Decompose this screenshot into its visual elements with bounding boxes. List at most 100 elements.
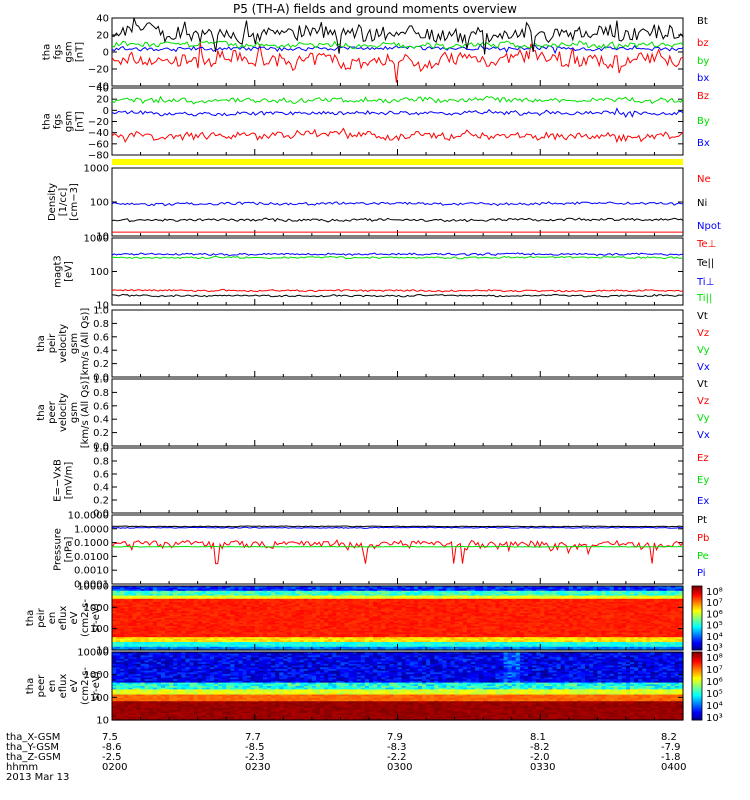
heatmap-cell [222, 598, 227, 601]
heatmap-cell [373, 616, 378, 619]
heatmap-cell [503, 610, 509, 613]
heatmap-cell [454, 606, 460, 609]
y-tick-label: 0 [103, 106, 109, 117]
panel-p1 [111, 17, 684, 87]
heatmap-cell [605, 597, 611, 600]
heatmap-cell [250, 608, 256, 611]
heatmap-cell [173, 634, 178, 637]
heatmap-cell [581, 608, 586, 611]
heatmap-cell [662, 634, 668, 637]
heatmap-cell [523, 606, 529, 609]
heatmap-cell [222, 589, 227, 592]
heatmap-cell [271, 587, 276, 590]
heatmap-cell [597, 632, 603, 635]
y-axis-label: [nPa] [64, 536, 75, 562]
heatmap-cell [303, 605, 309, 608]
heatmap-cell [295, 606, 301, 609]
heatmap-cell [393, 603, 399, 606]
heatmap-cell [470, 602, 476, 605]
heatmap-cell [487, 629, 492, 632]
heatmap-cell [523, 618, 529, 621]
heatmap-cell [385, 586, 390, 589]
heatmap-cell [564, 595, 570, 598]
heatmap-cell [442, 637, 448, 640]
heatmap-cell [360, 624, 366, 627]
heatmap-cell [332, 618, 337, 621]
heatmap-cell [605, 603, 611, 606]
heatmap-cell [466, 592, 472, 595]
heatmap-cell [299, 618, 305, 621]
heatmap-cell [328, 627, 333, 630]
y-tick-label: 10 [96, 232, 109, 243]
heatmap-cell [209, 608, 215, 611]
heatmap-cell [609, 605, 615, 608]
heatmap-cell [503, 635, 509, 638]
heatmap-cell [352, 624, 358, 627]
heatmap-cell [609, 610, 615, 613]
heatmap-cell [674, 603, 680, 606]
heatmap-cell [450, 600, 456, 603]
heatmap-cell [340, 619, 346, 622]
heatmap-cell [295, 630, 301, 633]
heatmap-cell [401, 594, 407, 597]
heatmap-cell [564, 606, 570, 609]
heatmap-cell [136, 627, 142, 630]
heatmap-cell [528, 606, 533, 609]
heatmap-cell [515, 600, 521, 603]
heatmap-cell [421, 637, 427, 640]
heatmap-cell [454, 621, 460, 624]
heatmap-cell [417, 608, 423, 611]
heatmap-cell [678, 606, 684, 609]
heatmap-cell [487, 614, 492, 617]
heatmap-cell [462, 618, 468, 621]
heatmap-cell [499, 589, 505, 592]
heatmap-cell [552, 613, 558, 616]
heatmap-cell [389, 610, 395, 613]
heatmap-cell [642, 614, 647, 617]
heatmap-cell [360, 594, 366, 597]
heatmap-cell [373, 586, 378, 589]
heatmap-cell [336, 621, 341, 624]
heatmap-cell [601, 613, 607, 616]
heatmap-cell [344, 600, 350, 603]
y-tick-label: 100 [90, 267, 109, 278]
heatmap-cell [148, 619, 154, 622]
heatmap-cell [328, 613, 333, 616]
heatmap-cell [303, 618, 309, 621]
heatmap-cell [340, 630, 346, 633]
heatmap-cell [332, 634, 337, 637]
heatmap-cell [360, 587, 366, 590]
heatmap-cell [156, 624, 162, 627]
heatmap-cell [128, 603, 133, 606]
heatmap-cell [499, 626, 505, 629]
heatmap-cell [246, 613, 252, 616]
heatmap-cell [197, 600, 203, 603]
heatmap-cell [434, 598, 439, 601]
heatmap-cell [487, 613, 492, 616]
heatmap-cell [373, 624, 378, 627]
heatmap-cell [621, 610, 627, 613]
heatmap-cell [605, 606, 611, 609]
heatmap-cell [397, 598, 403, 601]
heatmap-cell [116, 619, 121, 622]
heatmap-cell [393, 605, 399, 608]
heatmap-cell [120, 634, 125, 637]
heatmap-cell [466, 616, 472, 619]
heatmap-cell [181, 621, 187, 624]
heatmap-cell [160, 622, 166, 625]
heatmap-cell [275, 587, 280, 590]
heatmap-cell [446, 606, 452, 609]
heatmap-cell [662, 595, 668, 598]
heatmap-cell [254, 632, 260, 635]
heatmap-cell [409, 619, 415, 622]
heatmap-cell [385, 594, 390, 597]
heatmap-cell [450, 608, 456, 611]
heatmap-cell [560, 613, 566, 616]
heatmap-cell [474, 622, 480, 625]
heatmap-cell [421, 598, 427, 601]
heatmap-cell [519, 608, 525, 611]
heatmap-cell [165, 634, 170, 637]
heatmap-cell [634, 621, 639, 624]
heatmap-cell [450, 618, 456, 621]
series-Bz [111, 127, 684, 144]
